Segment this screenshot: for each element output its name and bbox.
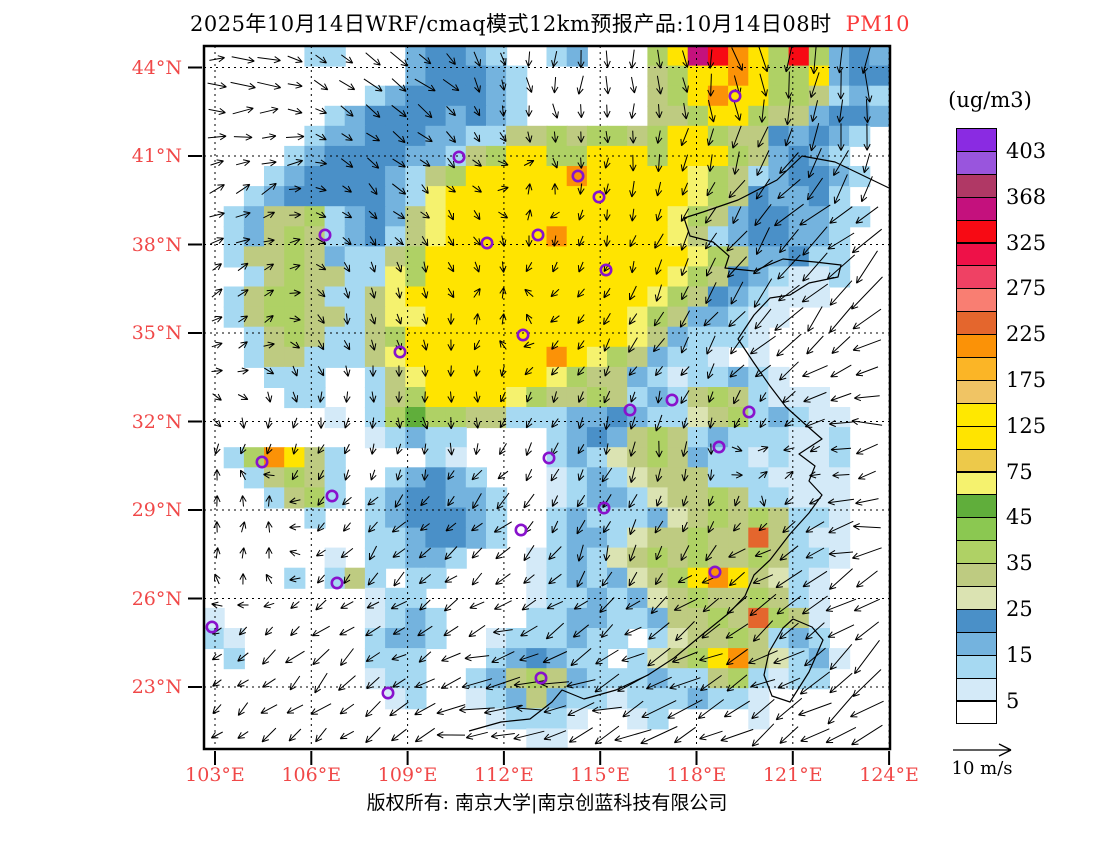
- city-marker: [452, 150, 466, 164]
- city-marker: [728, 89, 742, 103]
- city-marker: [393, 345, 407, 359]
- page-title: 2025年10月14日WRF/cmaq模式12km预报产品:10月14日08时 P…: [0, 8, 1100, 38]
- city-marker: [381, 686, 395, 700]
- colorbar-swatch: [956, 608, 997, 633]
- colorbar-swatch: [956, 563, 997, 587]
- coastline: [763, 618, 824, 703]
- city-marker: [318, 228, 332, 242]
- city-marker: [597, 501, 611, 515]
- title-text: 2025年10月14日WRF/cmaq模式12km预报产品:10月14日08时: [189, 12, 832, 36]
- city-marker: [480, 236, 494, 250]
- colorbar-level-label: 35: [1006, 551, 1033, 576]
- colorbar-swatch: [956, 631, 997, 656]
- lon-tick-label: 109°E: [377, 764, 438, 786]
- colorbar-level-label: 325: [1006, 230, 1047, 255]
- colorbar-level-label: 5: [1006, 688, 1020, 713]
- colorbar-swatch: [956, 494, 997, 519]
- lat-tick-label: 23°N: [131, 676, 182, 698]
- colorbar-level-label: 75: [1006, 459, 1033, 484]
- lat-tick-label: 35°N: [131, 322, 182, 344]
- colorbar-level-label: 15: [1006, 642, 1033, 667]
- colorbar-swatch: [956, 150, 997, 175]
- colorbar-swatch: [956, 219, 997, 244]
- colorbar-swatch: [956, 128, 997, 152]
- lon-tick-label: 106°E: [281, 764, 342, 786]
- colorbar-swatch: [956, 334, 997, 358]
- colorbar-swatch: [956, 425, 997, 450]
- colorbar-level-label: 175: [1006, 367, 1047, 392]
- city-marker: [255, 455, 269, 469]
- colorbar-swatch: [956, 448, 997, 473]
- colorbar-level-label: 368: [1006, 184, 1047, 209]
- lon-tick-label: 118°E: [666, 764, 727, 786]
- colorbar-swatch: [956, 654, 997, 679]
- lat-tick-label: 38°N: [131, 233, 182, 256]
- lat-tick-label: 44°N: [131, 56, 182, 79]
- colorbar-level-label: 275: [1006, 276, 1047, 301]
- colorbar-swatch: [956, 677, 997, 702]
- city-marker: [542, 451, 556, 465]
- city-marker: [330, 576, 344, 590]
- colorbar-swatch: [956, 379, 997, 404]
- colorbar-swatch: [956, 311, 997, 336]
- city-marker: [325, 489, 339, 503]
- wind-vector-layer: [207, 46, 884, 747]
- wind-reference-label: 10 m/s: [951, 758, 1013, 779]
- colorbar-swatch: [956, 471, 997, 496]
- colorbar-level-label: 403: [1006, 138, 1047, 163]
- city-marker: [534, 671, 548, 685]
- map-contour-field: [204, 46, 890, 749]
- colorbar-swatch: [956, 265, 997, 290]
- colorbar-swatch: [956, 242, 997, 267]
- city-marker: [531, 228, 545, 242]
- city-marker: [571, 169, 585, 183]
- title-pollutant-label: PM10: [845, 12, 911, 36]
- axis-ticks: [188, 66, 891, 765]
- pm10-map: [188, 44, 892, 765]
- city-marker: [516, 328, 530, 342]
- city-marker: [712, 440, 726, 454]
- colorbar-swatch: [956, 288, 997, 313]
- coastline: [468, 155, 890, 732]
- lat-tick-label: 41°N: [131, 145, 182, 167]
- city-marker: [708, 565, 722, 579]
- colorbar-level-label: 45: [1006, 505, 1033, 530]
- wind-reference-arrow: [953, 743, 1012, 757]
- city-marker: [599, 263, 613, 277]
- colorbar-unit-label: (ug/m3): [948, 88, 1032, 112]
- colorbar-level-label: 125: [1006, 413, 1047, 438]
- lat-tick-label: 32°N: [131, 410, 182, 433]
- lon-tick-label: 124°E: [859, 764, 919, 786]
- city-marker: [205, 620, 219, 634]
- copyright-footer: 版权所有: 南京大学|南京创蓝科技有限公司: [366, 792, 728, 814]
- lat-tick-label: 26°N: [131, 587, 182, 610]
- lon-tick-label: 121°E: [762, 764, 823, 786]
- city-marker: [665, 393, 679, 407]
- lon-tick-label: 112°E: [474, 764, 534, 786]
- colorbar-level-label: 25: [1006, 596, 1033, 621]
- colorbar-level-label: 225: [1006, 322, 1047, 347]
- colorbar-swatch: [956, 700, 997, 725]
- city-marker: [623, 403, 637, 417]
- lat-tick-label: 29°N: [131, 499, 182, 521]
- lon-tick-label: 115°E: [570, 764, 630, 786]
- colorbar-swatch: [956, 540, 997, 565]
- city-marker: [742, 405, 756, 419]
- lon-tick-label: 103°E: [185, 764, 245, 786]
- colorbar-swatch: [956, 357, 997, 381]
- city-marker: [592, 190, 606, 204]
- colorbar-swatch: [956, 196, 997, 221]
- colorbar-swatch: [956, 173, 997, 198]
- city-marker: [514, 523, 528, 537]
- colorbar-swatch: [956, 517, 997, 542]
- colorbar-swatch: [956, 586, 997, 610]
- colorbar-swatch: [956, 402, 997, 427]
